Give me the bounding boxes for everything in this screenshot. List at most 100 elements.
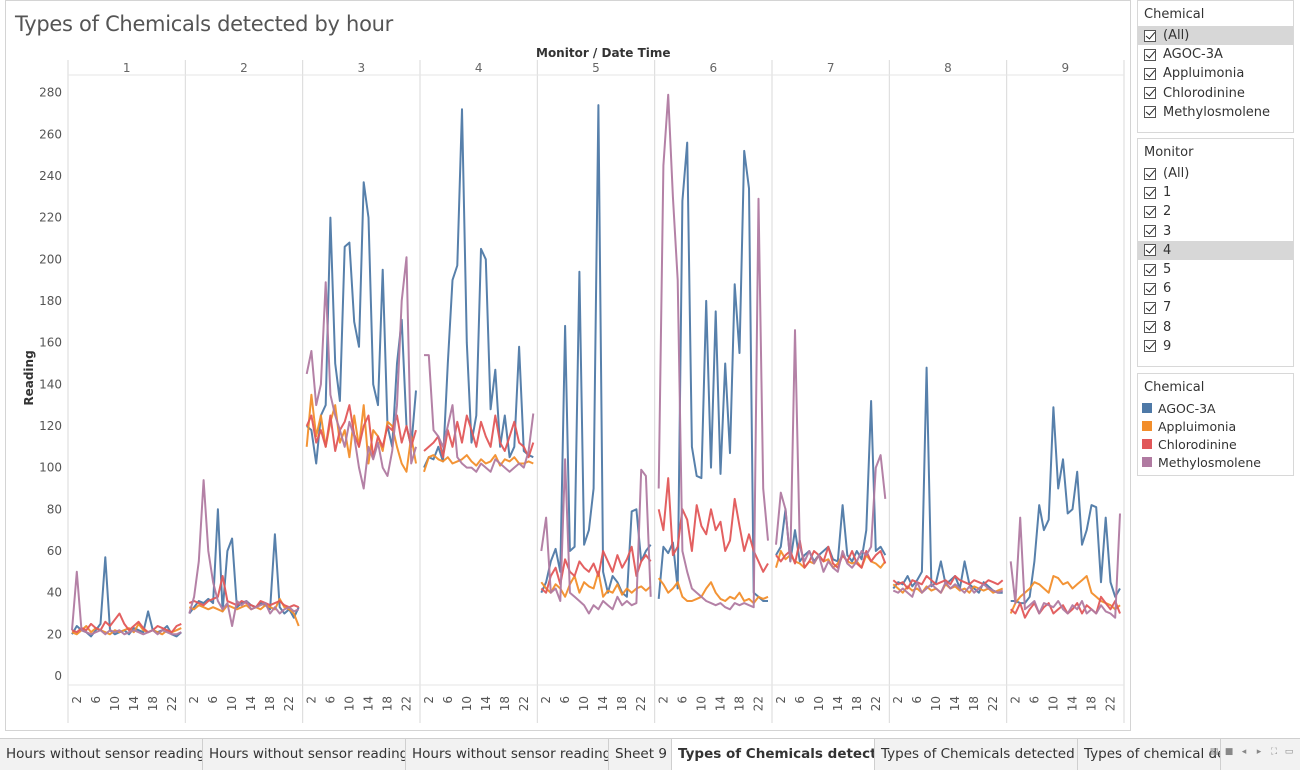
x-tick-label: 18 (380, 696, 394, 711)
chemical-filter-item[interactable]: Methylosmolene (1138, 103, 1293, 122)
first-sheet-icon[interactable]: ▤ (1209, 747, 1219, 757)
series-line-agoc-3a-monitor-3[interactable] (306, 181, 417, 465)
next-sheet-icon[interactable]: ▸ (1256, 747, 1262, 757)
series-line-methylosmolene-monitor-3[interactable] (305, 256, 417, 490)
series-line-appluimonia-monitor-9[interactable] (1009, 575, 1121, 614)
checkbox-checked-icon[interactable] (1144, 340, 1156, 353)
fit-icon[interactable]: ⛶ (1270, 747, 1278, 757)
monitor-filter-item[interactable]: 7 (1138, 298, 1293, 317)
presentation-icon[interactable]: ▭ (1284, 747, 1294, 757)
x-tick-label: 14 (361, 696, 375, 711)
monitor-filter-item[interactable]: 1 (1138, 183, 1293, 202)
sheet-tab[interactable]: Sheet 9 (609, 739, 672, 770)
sheet-tab[interactable]: Hours without sensor readings (... (0, 739, 203, 770)
panel-label-2: 2 (240, 61, 248, 75)
filmstrip-icon[interactable]: ■ (1224, 747, 1234, 757)
checkbox-checked-icon[interactable] (1144, 106, 1156, 119)
sheet-tab[interactable]: Types of Chemicals detected by ... (875, 739, 1078, 770)
checkbox-checked-icon[interactable] (1144, 263, 1156, 276)
series-line-appluimonia-monitor-4[interactable] (423, 454, 534, 473)
x-tick-label: 14 (479, 696, 493, 711)
monitor-filter-item-label: 6 (1163, 281, 1172, 297)
series-line-appluimonia-monitor-6[interactable] (657, 577, 769, 605)
monitor-filter-list: (All) 1 2 3 4 5 6 7 8 9 (1138, 164, 1293, 356)
sheet-tab[interactable]: Hours without sensor readings (... (203, 739, 406, 770)
monitor-filter-item-label: 4 (1163, 242, 1172, 258)
checkbox-checked-icon[interactable] (1144, 321, 1156, 334)
x-tick-label: 22 (634, 696, 648, 711)
y-tick-label: 120 (39, 419, 62, 433)
panel-label-3: 3 (358, 61, 366, 75)
series-line-methylosmolene-monitor-1[interactable] (71, 570, 182, 636)
monitor-filter-item[interactable]: (All) (1138, 164, 1293, 183)
sheet-tab[interactable]: Types of chemical det (1078, 739, 1221, 770)
series-line-methylosmolene-monitor-2[interactable] (188, 479, 300, 627)
series-line-appluimonia-monitor-5[interactable] (540, 570, 652, 598)
series-line-methylosmolene-monitor-7[interactable] (775, 329, 887, 573)
series-line-agoc-3a-monitor-5[interactable] (540, 104, 652, 598)
x-tick-label: 10 (460, 696, 474, 711)
chemical-filter-item[interactable]: (All) (1138, 26, 1293, 46)
y-tick-label: 20 (47, 627, 62, 641)
prev-sheet-icon[interactable]: ◂ (1241, 747, 1247, 757)
monitor-filter-item[interactable]: 3 (1138, 222, 1293, 241)
monitor-filter-item-label: 8 (1163, 319, 1172, 335)
x-tick-label: 14 (596, 696, 610, 711)
chemical-filter-item-label: Methylosmolene (1163, 104, 1271, 120)
monitor-filter-item[interactable]: 8 (1138, 318, 1293, 337)
legend-title: Chemical (1144, 380, 1205, 395)
checkbox-checked-icon[interactable] (1144, 87, 1156, 100)
legend-item[interactable]: Appluimonia (1138, 417, 1293, 435)
checkbox-checked-icon[interactable] (1144, 48, 1156, 61)
series-line-agoc-3a-monitor-9[interactable] (1010, 406, 1121, 605)
series-line-agoc-3a-monitor-4[interactable] (423, 108, 534, 469)
monitor-filter-item[interactable]: 9 (1138, 337, 1293, 356)
series-line-appluimonia-monitor-1[interactable] (71, 622, 182, 636)
series-line-chlorodinine-monitor-5[interactable] (540, 545, 652, 594)
legend-item[interactable]: AGOC-3A (1138, 399, 1293, 417)
legend-swatch (1142, 439, 1152, 449)
series-line-chlorodinine-monitor-6[interactable] (657, 477, 769, 573)
checkbox-checked-icon[interactable] (1144, 225, 1156, 238)
checkbox-checked-icon[interactable] (1144, 186, 1156, 199)
monitor-filter-item[interactable]: 5 (1138, 260, 1293, 279)
series-line-agoc-3a-monitor-8[interactable] (892, 366, 1003, 594)
checkbox-checked-icon[interactable] (1144, 205, 1156, 218)
series-line-appluimonia-monitor-2[interactable] (188, 597, 300, 627)
checkbox-checked-icon[interactable] (1144, 301, 1156, 314)
chemical-filter-item[interactable]: AGOC-3A (1138, 45, 1293, 64)
series-line-methylosmolene-monitor-8[interactable] (892, 581, 1004, 598)
x-tick-label: 10 (812, 696, 826, 711)
sheet-tab[interactable]: Hours without sensor readings (... (406, 739, 609, 770)
chemical-filter-item[interactable]: Appluimonia (1138, 64, 1293, 83)
chemical-filter-item[interactable]: Chlorodinine (1138, 84, 1293, 103)
series-line-agoc-3a-monitor-6[interactable] (657, 141, 768, 602)
checkbox-checked-icon[interactable] (1144, 244, 1156, 257)
checkbox-checked-icon[interactable] (1144, 167, 1156, 180)
series-line-chlorodinine-monitor-9[interactable] (1010, 595, 1121, 619)
legend-item[interactable]: Methylosmolene (1138, 453, 1293, 471)
monitor-filter-item[interactable]: 2 (1138, 202, 1293, 221)
series-line-methylosmolene-monitor-9[interactable] (1009, 513, 1121, 619)
y-tick-label: 100 (39, 461, 62, 475)
series-line-chlorodinine-monitor-3[interactable] (305, 404, 417, 459)
checkbox-checked-icon[interactable] (1144, 67, 1156, 80)
series-line-chlorodinine-monitor-1[interactable] (71, 612, 182, 634)
sheet-tab[interactable]: Types of Chemicals detected b... (672, 739, 875, 770)
series-line-methylosmolene-monitor-4[interactable] (424, 354, 535, 473)
checkbox-checked-icon[interactable] (1144, 29, 1156, 42)
legend-item[interactable]: Chlorodinine (1138, 435, 1293, 453)
series-line-methylosmolene-monitor-5[interactable] (540, 458, 652, 615)
x-tick-label: 2 (539, 696, 553, 704)
x-tick-label: 22 (165, 696, 179, 711)
series-line-chlorodinine-monitor-8[interactable] (892, 575, 1004, 590)
monitor-filter-item[interactable]: 4 (1138, 240, 1293, 260)
series-line-methylosmolene-monitor-6[interactable] (657, 93, 769, 611)
x-tick-label: 22 (751, 696, 765, 711)
x-tick-label: 14 (127, 696, 141, 711)
checkbox-checked-icon[interactable] (1144, 282, 1156, 295)
series-line-agoc-3a-monitor-1[interactable] (71, 556, 182, 638)
series-line-chlorodinine-monitor-4[interactable] (423, 414, 535, 459)
monitor-filter-item[interactable]: 6 (1138, 279, 1293, 298)
line-chart[interactable]: 1 2 3 4 5 6 7 8 9 0 20 40 60 80 100 120 140 160 180 200 220 2… (0, 0, 1131, 731)
